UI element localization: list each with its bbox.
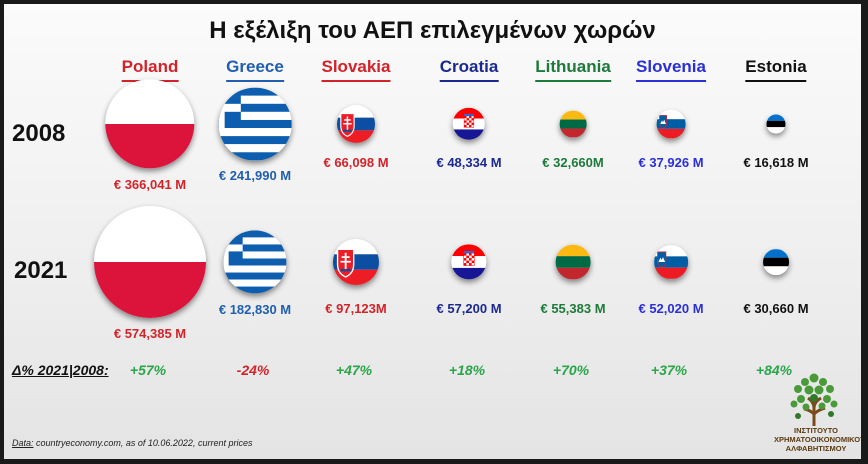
- country-label-croatia: Croatia: [439, 57, 499, 82]
- value-label-estonia-2021: € 30,660 M: [743, 301, 809, 316]
- delta-label: Δ% 2021|2008:: [12, 362, 109, 378]
- value-label-croatia-2021: € 57,200 M: [436, 301, 502, 316]
- value-label-poland-2008: € 366,041 M: [113, 176, 187, 192]
- value-label-slovakia-2021: € 97,123M: [325, 301, 387, 316]
- value-label-estonia-2008: € 16,618 M: [743, 155, 809, 170]
- value-label-greece-2008: € 241,990 M: [218, 168, 292, 184]
- data-source: Data: countryeconomy.com, as of 10.06.20…: [12, 438, 252, 448]
- slovakia-flag-bubble-2008: [337, 105, 375, 143]
- value-label-slovenia-2021: € 52,020 M: [638, 301, 704, 316]
- delta-value-lithuania: +70%: [552, 362, 590, 378]
- logo-line-1: ΙΝΣΤΙΤΟΥΤΟ: [793, 426, 839, 435]
- value-label-greece-2021: € 182,830 M: [218, 301, 292, 317]
- value-label-croatia-2008: € 48,334 M: [436, 155, 502, 170]
- delta-value-croatia: +18%: [448, 362, 486, 378]
- country-label-slovakia: Slovakia: [321, 57, 391, 82]
- country-label-greece: Greece: [226, 57, 284, 82]
- lithuania-flag-bubble-2021: [555, 244, 591, 280]
- country-label-slovenia: Slovenia: [636, 57, 706, 82]
- logo-line-3: ΑΛΦΑΒΗΤΙΣΜΟΥ: [785, 444, 847, 453]
- value-label-slovakia-2008: € 66,098 M: [323, 155, 389, 170]
- country-label-poland: Poland: [121, 57, 179, 82]
- institute-logo: ΙΝΣΤΙΤΟΥΤΟ ΧΡΗΜΑΤΟΟΙΚΟΝΟΜΙΚΟΥ ΑΛΦΑΒΗΤΙΣΜ…: [774, 372, 861, 458]
- delta-value-slovenia: +37%: [650, 362, 688, 378]
- croatia-flag-bubble-2008: [452, 107, 486, 141]
- chart-title: Η εξέλιξη του ΑΕΠ επιλεγμένων χωρών: [209, 17, 656, 44]
- country-label-lithuania: Lithuania: [535, 57, 611, 82]
- source-text: countryeconomy.com, as of 10.06.2022, cu…: [33, 438, 253, 448]
- value-label-poland-2021: € 574,385 M: [113, 326, 187, 341]
- greece-flag-bubble-2008: [218, 87, 292, 161]
- delta-value-poland: +57%: [129, 362, 167, 378]
- value-label-slovenia-2008: € 37,926 M: [638, 155, 704, 170]
- year-label-2021: 2021: [14, 257, 68, 284]
- value-label-lithuania-2008: € 32,660M: [542, 155, 604, 170]
- source-prefix: Data:: [12, 438, 34, 448]
- slovenia-flag-bubble-2021: [654, 245, 688, 279]
- delta-value-greece: -24%: [236, 362, 270, 378]
- estonia-flag-bubble-2021: [763, 249, 789, 275]
- lithuania-flag-bubble-2008: [559, 110, 587, 138]
- country-label-estonia: Estonia: [745, 57, 807, 82]
- delta-value-estonia: +84%: [755, 362, 793, 378]
- croatia-flag-bubble-2021: [451, 244, 487, 280]
- estonia-flag-bubble-2008: [766, 114, 786, 134]
- value-label-lithuania-2021: € 55,383 M: [540, 301, 606, 316]
- delta-value-slovakia: +47%: [335, 362, 373, 378]
- greece-flag-bubble-2021: [223, 230, 287, 294]
- year-label-2008: 2008: [12, 120, 66, 147]
- logo-line-2: ΧΡΗΜΑΤΟΟΙΚΟΝΟΜΙΚΟΥ: [774, 435, 861, 444]
- poland-flag-bubble-2021: [94, 206, 206, 318]
- slovakia-flag-bubble-2021: [332, 238, 380, 286]
- slovenia-flag-bubble-2008: [656, 109, 686, 139]
- tree-icon: [790, 373, 838, 426]
- poland-flag-bubble-2008: [105, 79, 195, 169]
- infographic: Η εξέλιξη του ΑΕΠ επιλεγμένων χωρών Pola…: [4, 4, 861, 459]
